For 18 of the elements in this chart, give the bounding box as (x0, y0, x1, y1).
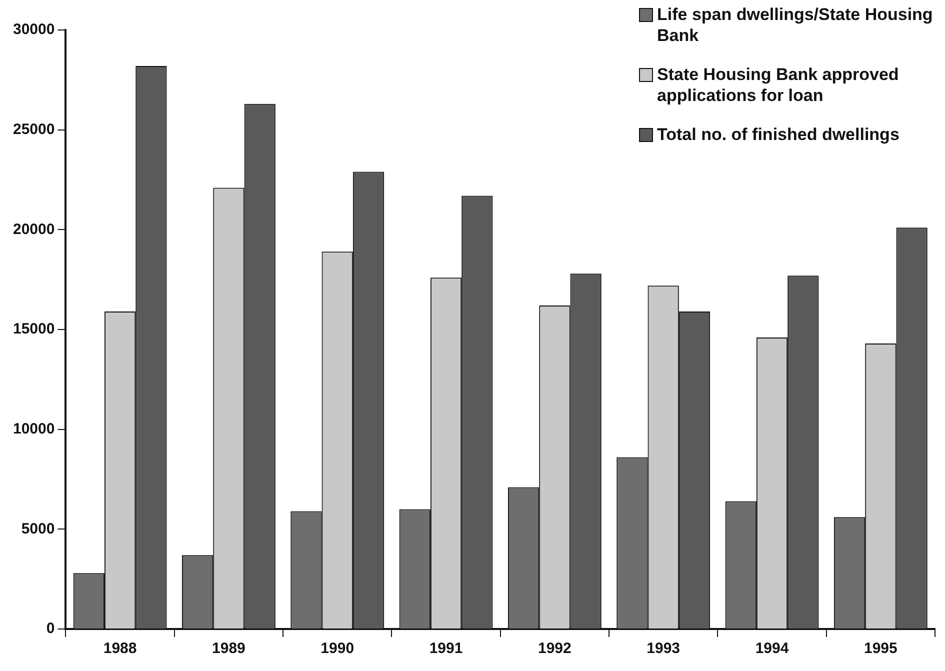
x-tick-label: 1991 (429, 640, 463, 658)
x-tick-label: 1994 (755, 640, 790, 658)
x-tick-label: 1990 (320, 640, 354, 658)
y-tick-label: 25000 (12, 120, 55, 138)
legend-label: Life span dwellings/State Housing Bank (657, 4, 934, 46)
x-tick-label: 1989 (212, 640, 246, 658)
x-tick-label: 1988 (103, 640, 137, 658)
x-tick-label: 1993 (646, 640, 680, 658)
x-tick-label: 1995 (864, 640, 898, 658)
y-tick-label: 5000 (21, 520, 55, 538)
y-tick-label: 10000 (12, 420, 55, 438)
y-tick-label: 15000 (12, 320, 55, 338)
legend-label: Total no. of finished dwellings (657, 124, 900, 145)
y-tick-label: 30000 (12, 21, 55, 38)
x-tick-label: 1992 (538, 640, 572, 658)
legend-label: State Housing Bank approved applications for loan (657, 64, 900, 106)
y-tick-label: 20000 (12, 220, 55, 238)
y-tick-label: 0 (46, 620, 55, 638)
